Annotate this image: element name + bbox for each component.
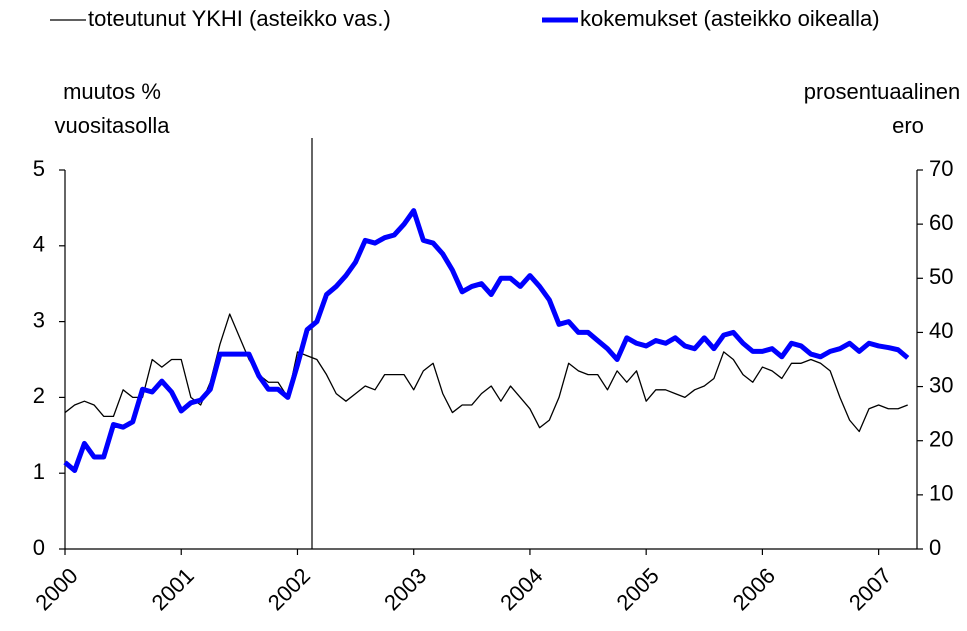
- x-tick-label: 2002: [263, 563, 315, 615]
- x-tick-label: 2003: [379, 563, 431, 615]
- y2-tick-label: 20: [929, 427, 953, 452]
- y-axis-label: muutos %: [63, 79, 161, 104]
- y2-axis-label: ero: [892, 113, 924, 138]
- y2-tick-label: 10: [929, 481, 953, 506]
- x-tick-label: 2005: [612, 563, 664, 615]
- y2-tick-label: 40: [929, 318, 953, 343]
- y-tick-label: 2: [33, 383, 45, 408]
- y2-tick-label: 70: [929, 156, 953, 181]
- x-tick-label: 2000: [30, 563, 82, 615]
- x-tick-label: 2004: [495, 563, 547, 615]
- legend-label: kokemukset (asteikko oikealla): [580, 6, 880, 31]
- x-tick-label: 2007: [844, 563, 896, 615]
- y2-tick-label: 0: [929, 535, 941, 560]
- y2-axis-label: prosentuaalinen: [804, 79, 961, 104]
- y-tick-label: 5: [33, 156, 45, 181]
- y-tick-label: 0: [33, 535, 45, 560]
- y2-tick-label: 60: [929, 210, 953, 235]
- x-tick-label: 2001: [147, 563, 199, 615]
- y2-tick-label: 50: [929, 264, 953, 289]
- y-tick-label: 1: [33, 459, 45, 484]
- y-tick-label: 4: [33, 232, 45, 257]
- y-tick-label: 3: [33, 307, 45, 332]
- x-tick-label: 2006: [728, 563, 780, 615]
- y-axis-label: vuositasolla: [55, 113, 171, 138]
- series-line: [63, 208, 910, 473]
- y2-tick-label: 30: [929, 372, 953, 397]
- legend-label: toteutunut YKHI (asteikko vas.): [88, 6, 391, 31]
- series-line: [64, 313, 908, 433]
